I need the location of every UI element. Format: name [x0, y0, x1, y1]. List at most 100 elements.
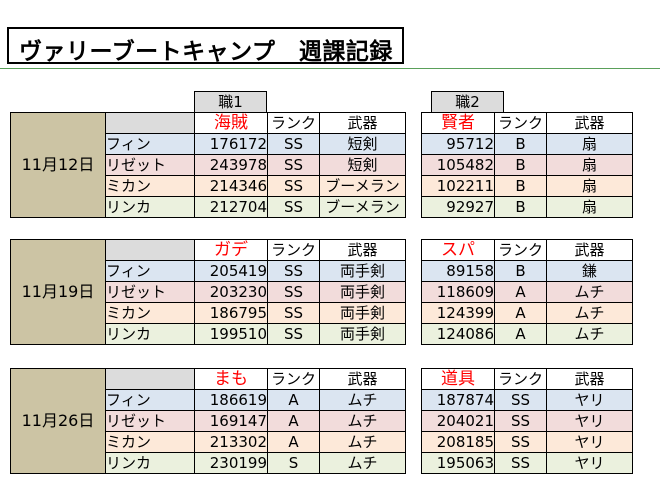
job1-rank: SS [267, 133, 320, 155]
weapon-header: 武器 [546, 239, 633, 261]
job1-name: 海賊 [194, 112, 268, 134]
job2-weapon: ムチ [546, 302, 633, 324]
weapon-header: 武器 [546, 112, 633, 134]
table-row: フィン 186619 A ムチ 187874 SS ヤリ [11, 389, 633, 411]
character-name: リゼット [105, 281, 195, 303]
job1-weapon: 両手剣 [319, 302, 406, 324]
header-blank [105, 239, 195, 261]
job1-weapon: ムチ [319, 452, 406, 474]
job1-score: 213302 [194, 431, 268, 453]
week-table: 11月12日 海賊 ランク 武器 賢者 ランク 武器 フィン 176172 SS 短剣 95712 B 扇… [10, 112, 633, 218]
job2-weapon: ヤリ [546, 410, 633, 432]
job2-rank: A [494, 302, 547, 324]
job1-weapon: ムチ [319, 389, 406, 411]
job1-rank: SS [267, 196, 320, 218]
job2-rank: B [494, 133, 547, 155]
job2-weapon: ヤリ [546, 389, 633, 411]
job1-score: 203230 [194, 281, 268, 303]
job2-rank: SS [494, 410, 547, 432]
rank-header: ランク [267, 112, 320, 134]
job2-name: 賢者 [421, 112, 495, 134]
job1-weapon: 短剣 [319, 133, 406, 155]
job1-rank: SS [267, 281, 320, 303]
character-name: リンカ [105, 196, 195, 218]
spacer [406, 113, 422, 218]
job1-weapon: ムチ [319, 410, 406, 432]
character-name: フィン [105, 133, 195, 155]
job1-rank: A [267, 410, 320, 432]
character-name: ミカン [105, 431, 195, 453]
week-table: 11月26日 まも ランク 武器 道具 ランク 武器 フィン 186619 A ムチ 187874 SS… [10, 368, 633, 474]
table-row: ミカン 186795 SS 両手剣 124399 A ムチ [11, 302, 633, 324]
rank-header: ランク [494, 112, 547, 134]
job1-weapon: ムチ [319, 431, 406, 453]
job2-rank: B [494, 196, 547, 218]
table-row: リゼット 203230 SS 両手剣 118609 A ムチ [11, 281, 633, 303]
sheet-title: ヴァリーブートキャンプ 週課記録 [19, 39, 393, 65]
rank-header: ランク [494, 239, 547, 261]
job1-label: 職1 [194, 91, 267, 112]
character-name: リゼット [105, 154, 195, 176]
header-blank [105, 112, 195, 134]
job2-weapon: ムチ [546, 281, 633, 303]
job2-score: 195063 [421, 452, 495, 474]
table-row: リゼット 243978 SS 短剣 105482 B 扇 [11, 154, 633, 176]
job2-score: 187874 [421, 389, 495, 411]
job2-rank: A [494, 281, 547, 303]
job1-weapon: 両手剣 [319, 281, 406, 303]
divider-line [0, 68, 660, 69]
job1-weapon: ブーメラン [319, 175, 406, 197]
job2-rank: SS [494, 452, 547, 474]
spacer [406, 369, 422, 474]
job2-weapon: 扇 [546, 196, 633, 218]
table-row: フィン 205419 SS 両手剣 89158 B 鎌 [11, 260, 633, 282]
job2-score: 92927 [421, 196, 495, 218]
table-row: リゼット 169147 A ムチ 204021 SS ヤリ [11, 410, 633, 432]
job2-score: 208185 [421, 431, 495, 453]
job1-rank: SS [267, 175, 320, 197]
job2-rank: B [494, 260, 547, 282]
job2-weapon: ヤリ [546, 431, 633, 453]
job1-score: 186619 [194, 389, 268, 411]
job1-weapon: 両手剣 [319, 323, 406, 345]
table-row: リンカ 212704 SS ブーメラン 92927 B 扇 [11, 196, 633, 218]
job1-rank: S [267, 452, 320, 474]
rank-header: ランク [494, 368, 547, 390]
job1-rank: SS [267, 302, 320, 324]
job1-score: 199510 [194, 323, 268, 345]
job2-score: 105482 [421, 154, 495, 176]
header-blank [105, 368, 195, 390]
job1-score: 230199 [194, 452, 268, 474]
job1-weapon: 両手剣 [319, 260, 406, 282]
week-table: 11月19日 ガデ ランク 武器 スパ ランク 武器 フィン 205419 SS 両手剣 89158 B… [10, 239, 633, 345]
weapon-header: 武器 [319, 368, 406, 390]
job2-score: 124086 [421, 323, 495, 345]
character-name: フィン [105, 389, 195, 411]
job2-rank: B [494, 154, 547, 176]
job2-weapon: 扇 [546, 154, 633, 176]
table-row: リンカ 230199 S ムチ 195063 SS ヤリ [11, 452, 633, 474]
job1-score: 212704 [194, 196, 268, 218]
week-date: 11月19日 [10, 239, 106, 345]
character-name: ミカン [105, 302, 195, 324]
job2-score: 124399 [421, 302, 495, 324]
character-name: リンカ [105, 323, 195, 345]
job2-score: 118609 [421, 281, 495, 303]
weapon-header: 武器 [319, 239, 406, 261]
table-row: フィン 176172 SS 短剣 95712 B 扇 [11, 133, 633, 155]
job2-weapon: ヤリ [546, 452, 633, 474]
job2-rank: SS [494, 389, 547, 411]
job2-name: 道具 [421, 368, 495, 390]
job2-weapon: 扇 [546, 175, 633, 197]
job1-name: ガデ [194, 239, 268, 261]
job1-name: まも [194, 368, 268, 390]
job1-rank: SS [267, 323, 320, 345]
job2-rank: B [494, 175, 547, 197]
job1-weapon: ブーメラン [319, 196, 406, 218]
job2-weapon: ムチ [546, 323, 633, 345]
job1-score: 214346 [194, 175, 268, 197]
job2-rank: SS [494, 431, 547, 453]
job1-rank: A [267, 389, 320, 411]
job1-weapon: 短剣 [319, 154, 406, 176]
job1-score: 205419 [194, 260, 268, 282]
